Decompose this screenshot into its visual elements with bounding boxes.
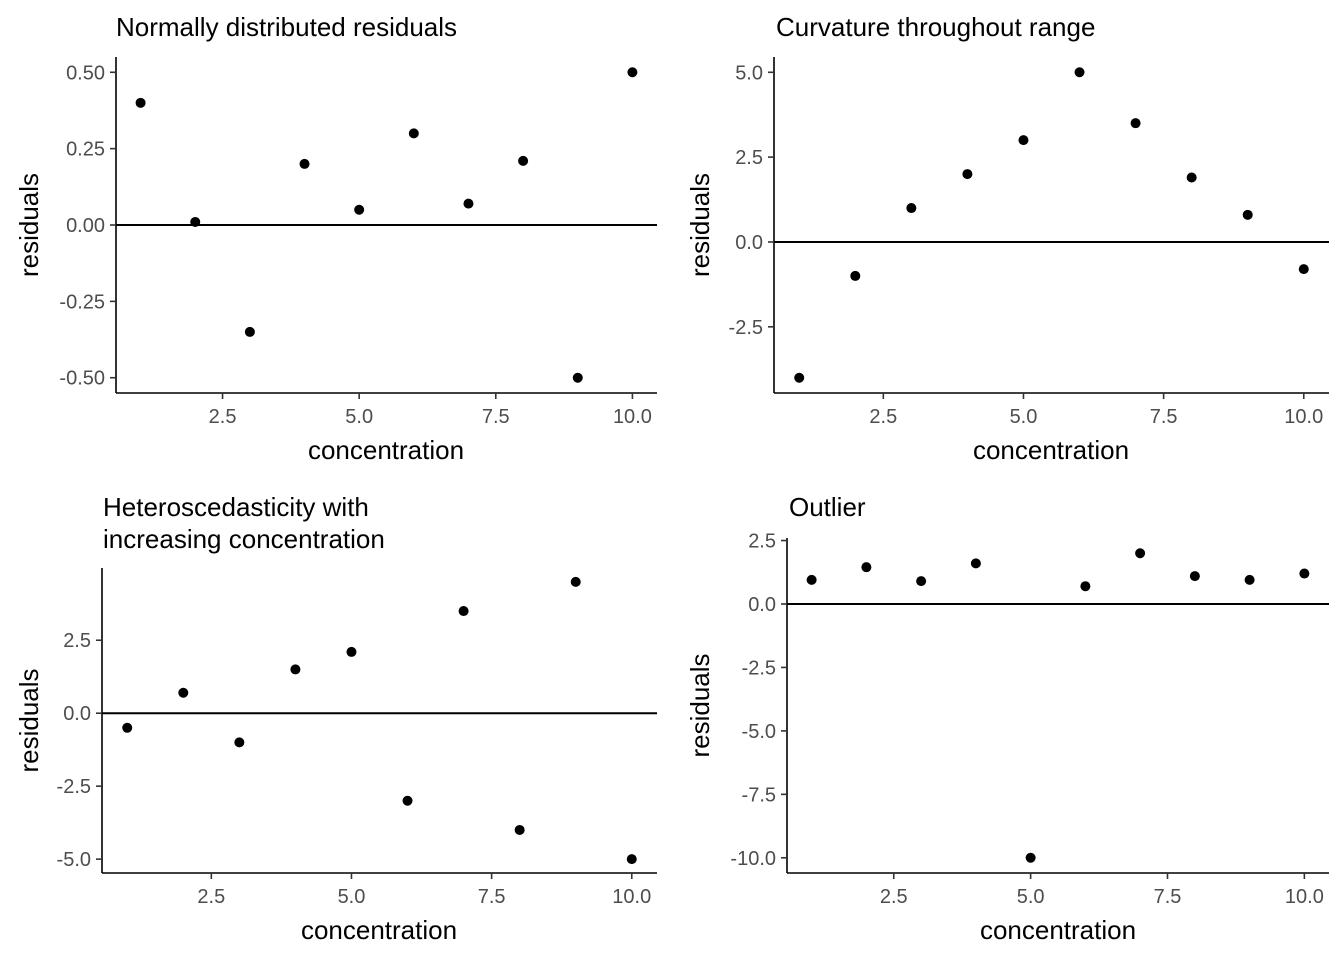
y-tick-label: 0.00 [66,215,105,237]
data-point [906,203,917,214]
x-tick-label: 2.5 [197,886,225,908]
data-point [861,562,872,573]
data-point [458,606,469,617]
chart-title-line: Outlier [789,492,866,522]
data-point [299,158,310,169]
data-point [626,854,637,865]
x-axis-label: concentration [301,915,457,945]
x-tick-label: 7.5 [1154,886,1182,908]
x-tick-label: 10.0 [1284,406,1323,428]
data-point [135,97,146,108]
data-point [514,824,525,835]
panel-curvature-throughout-range: Curvature throughout range -2.5 0.0 2.5 5.0 2… [685,12,1329,465]
x-tick-label: 2.5 [869,406,897,428]
x-tick-label: 7.5 [478,886,506,908]
data-point [354,204,365,215]
x-tick-label: 5.0 [338,886,366,908]
y-tick-label: -7.5 [742,784,776,806]
data-point [794,372,805,383]
y-tick-label: -0.50 [59,368,105,390]
y-axis-label: residuals [685,173,715,277]
x-tick-label: 10.0 [612,886,651,908]
x-tick-label: 10.0 [1285,886,1324,908]
data-point [1080,581,1091,592]
y-tick-label: 2.5 [748,531,776,553]
data-point [1018,135,1029,146]
y-tick-label: -2.5 [57,776,91,798]
panel-outlier: Outlier -10.0 -7.5 -5.0 -2.5 0.0 2.5 2.5 5.0 7.5 1… [685,492,1329,945]
x-axis-label: concentration [973,435,1129,465]
y-tick-label: 0.0 [735,232,763,254]
data-point [627,67,638,78]
data-point [122,722,133,733]
data-point [850,270,861,281]
data-point [1299,568,1310,579]
chart-title-line: increasing concentration [103,524,385,554]
data-point [1244,574,1255,585]
y-axis-label: residuals [14,668,44,772]
data-point [408,128,419,139]
y-tick-label: 5.0 [735,62,763,84]
x-tick-label: 10.0 [613,406,652,428]
x-tick-label: 7.5 [1150,406,1178,428]
x-tick-label: 7.5 [482,406,510,428]
chart-title-line: Curvature throughout range [776,12,1095,42]
data-point [1189,571,1200,582]
data-point [962,169,973,180]
x-axis-label: concentration [308,435,464,465]
data-point [244,326,255,337]
data-point [1135,548,1146,559]
y-tick-label: 2.5 [63,630,91,652]
data-point [572,372,583,383]
y-tick-label: -5.0 [57,849,91,871]
y-tick-label: 0.0 [63,703,91,725]
data-point [1242,209,1253,220]
x-tick-label: 5.0 [345,406,373,428]
x-tick-label: 2.5 [880,886,908,908]
data-point [1298,264,1309,275]
data-point [234,737,245,748]
data-point [1186,172,1197,183]
y-tick-label: 2.5 [735,147,763,169]
y-tick-label: 0.0 [748,594,776,616]
data-point [970,558,981,569]
data-point [178,687,189,698]
data-point [518,155,529,166]
data-point [463,198,474,209]
y-axis-label: residuals [14,173,44,277]
data-point [290,664,301,675]
y-tick-label: 0.25 [66,139,105,161]
data-point [806,574,817,585]
x-tick-label: 2.5 [209,406,237,428]
data-point [1130,118,1141,129]
data-point [1074,67,1085,78]
panel-normally-distributed-residuals: Normally distributed residuals -0.50 -0.25… [14,12,657,465]
data-point [570,576,581,587]
data-point [346,646,357,657]
y-tick-label: -10.0 [730,848,776,870]
data-point [402,795,413,806]
data-point [916,576,927,587]
y-tick-label: -2.5 [742,657,776,679]
y-tick-label: -0.25 [59,291,105,313]
data-point [190,216,201,227]
y-tick-label: -2.5 [729,317,763,339]
chart-title-line: Heteroscedasticity with [103,492,369,522]
y-axis-label: residuals [685,653,715,757]
chart-title-line: Normally distributed residuals [116,12,457,42]
x-tick-label: 5.0 [1017,886,1045,908]
x-axis-label: concentration [980,915,1136,945]
y-tick-label: 0.50 [66,62,105,84]
data-point [1025,852,1036,863]
y-tick-label: -5.0 [742,721,776,743]
x-tick-label: 5.0 [1010,406,1038,428]
